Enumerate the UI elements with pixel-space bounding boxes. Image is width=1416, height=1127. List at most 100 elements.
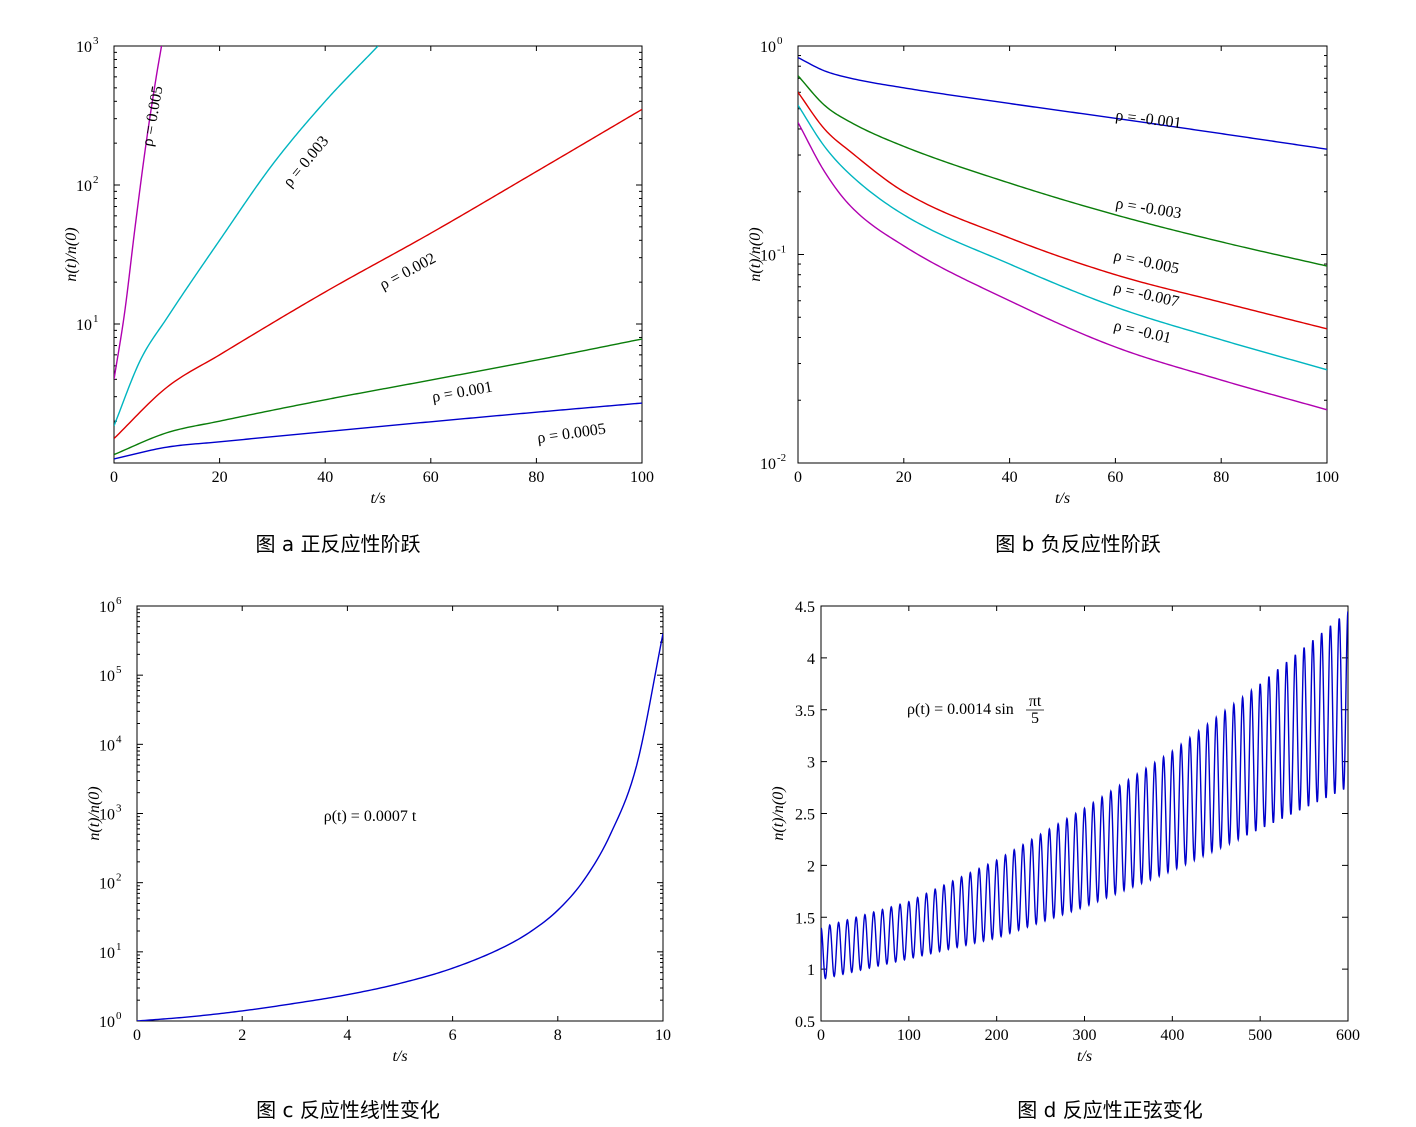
x-tick-label: 400 bbox=[1160, 1027, 1184, 1044]
series-label: ρ = 0.001 bbox=[431, 379, 494, 406]
x-tick-label: 60 bbox=[1107, 469, 1123, 486]
x-tick-label: 0 bbox=[133, 1027, 141, 1044]
y-tick-label: 10 bbox=[76, 317, 92, 334]
series-line-ρ = 0.001 bbox=[114, 338, 642, 456]
x-axis-label: t/s bbox=[370, 490, 385, 507]
formula-numerator: πt bbox=[1029, 693, 1042, 710]
figure-caption: 图 c 反应性线性变化 bbox=[256, 1098, 440, 1122]
series-line-ρ = 0.003 bbox=[114, 46, 379, 427]
y-tick-label: 2.5 bbox=[795, 807, 815, 824]
y-tick-exponent: 4 bbox=[116, 733, 122, 745]
y-axis-label: n(t)/n(0) bbox=[747, 227, 764, 281]
y-tick-label: 10 bbox=[99, 807, 115, 824]
y-tick-label: 3.5 bbox=[795, 703, 815, 720]
y-tick-label: 0.5 bbox=[795, 1014, 815, 1031]
plot-frame bbox=[797, 45, 1328, 464]
series-label: ρ = -0.01 bbox=[1112, 317, 1173, 347]
x-tick-label: 60 bbox=[423, 469, 439, 486]
y-tick-exponent: 0 bbox=[777, 35, 783, 47]
y-tick-label: 10 bbox=[99, 599, 115, 616]
y-tick-exponent: 3 bbox=[93, 35, 99, 47]
y-tick-exponent: 1 bbox=[116, 941, 122, 953]
y-tick-exponent: 2 bbox=[93, 174, 99, 186]
formula-annotation: ρ(t) = 0.0014 sin bbox=[907, 701, 1014, 718]
figure-caption: 图 a 正反应性阶跃 bbox=[256, 532, 421, 556]
series-line-ρ = -0.001 bbox=[798, 56, 1327, 150]
y-tick-exponent: 0 bbox=[116, 1010, 122, 1022]
y-tick-label: 3 bbox=[807, 755, 815, 772]
x-tick-label: 300 bbox=[1073, 1027, 1097, 1044]
series-line-ρ(t) = 0.0007 t bbox=[137, 633, 663, 1021]
x-tick-label: 20 bbox=[212, 469, 228, 486]
chart-panel-d: 0 100 200 300 400 500 600 0.5 1 1.5 2 2.5 3 3.5 4 4.5 t/… bbox=[770, 599, 1360, 1122]
series-label: ρ = -0.001 bbox=[1115, 107, 1183, 132]
x-tick-label: 100 bbox=[1315, 469, 1339, 486]
y-tick-label: 10 bbox=[760, 39, 776, 56]
x-tick-label: 80 bbox=[1213, 469, 1229, 486]
y-tick-label: 2 bbox=[807, 858, 815, 875]
x-axis-label: t/s bbox=[1055, 490, 1070, 507]
series-label: ρ = -0.005 bbox=[1112, 247, 1180, 277]
series-line-ρ(t) = 0.0014 sin πt/5 bbox=[821, 611, 1348, 980]
y-tick-exponent: 2 bbox=[116, 872, 122, 884]
series-line-ρ = -0.005 bbox=[798, 91, 1327, 330]
x-tick-label: 40 bbox=[317, 469, 333, 486]
y-tick-label: 4.5 bbox=[795, 599, 815, 616]
series-label: ρ = 0.005 bbox=[139, 85, 166, 148]
series-label: ρ = 0.0005 bbox=[536, 421, 607, 447]
plot-frame bbox=[113, 45, 643, 464]
series-line-ρ = 0.0005 bbox=[114, 402, 642, 460]
y-tick-label: 10 bbox=[760, 456, 776, 473]
series-label: ρ = 0.003 bbox=[280, 133, 332, 191]
y-tick-label: 4 bbox=[807, 651, 815, 668]
y-tick-label: 1.5 bbox=[795, 910, 815, 927]
figure-caption: 图 d 反应性正弦变化 bbox=[1017, 1098, 1202, 1122]
y-axis-label: n(t)/n(0) bbox=[86, 786, 103, 840]
x-tick-label: 6 bbox=[449, 1027, 457, 1044]
series-line-ρ = 0.005 bbox=[114, 46, 163, 380]
y-axis-label: n(t)/n(0) bbox=[770, 786, 787, 840]
series-label: ρ = -0.003 bbox=[1114, 195, 1182, 222]
x-tick-label: 80 bbox=[528, 469, 544, 486]
y-tick-exponent: 5 bbox=[116, 664, 122, 676]
y-tick-label: 10 bbox=[760, 248, 776, 265]
series-label: ρ = 0.002 bbox=[377, 250, 439, 294]
x-tick-label: 200 bbox=[985, 1027, 1009, 1044]
y-tick-exponent: -1 bbox=[777, 244, 786, 256]
series-line-ρ = 0.002 bbox=[114, 108, 642, 440]
y-tick-label: 10 bbox=[76, 39, 92, 56]
y-tick-label: 10 bbox=[99, 945, 115, 962]
y-tick-label: 1 bbox=[807, 962, 815, 979]
x-tick-label: 100 bbox=[630, 469, 654, 486]
x-tick-label: 600 bbox=[1336, 1027, 1360, 1044]
series-line-ρ = -0.01 bbox=[798, 122, 1327, 411]
y-tick-label: 10 bbox=[99, 1014, 115, 1031]
formula-denominator: 5 bbox=[1031, 710, 1039, 727]
y-tick-exponent: 6 bbox=[116, 595, 122, 607]
y-tick-exponent: -2 bbox=[777, 452, 786, 464]
x-tick-label: 10 bbox=[655, 1027, 671, 1044]
formula-annotation: ρ(t) = 0.0007 t bbox=[324, 808, 417, 825]
x-tick-label: 20 bbox=[896, 469, 912, 486]
y-tick-label: 10 bbox=[99, 668, 115, 685]
y-tick-label: 10 bbox=[99, 876, 115, 893]
y-tick-exponent: 3 bbox=[116, 803, 122, 815]
y-tick-label: 10 bbox=[99, 737, 115, 754]
x-tick-label: 500 bbox=[1248, 1027, 1272, 1044]
figure-caption: 图 b 负反应性阶跃 bbox=[995, 532, 1160, 556]
x-tick-label: 0 bbox=[794, 469, 802, 486]
x-tick-label: 2 bbox=[238, 1027, 246, 1044]
x-tick-label: 100 bbox=[897, 1027, 921, 1044]
y-tick-exponent: 1 bbox=[93, 313, 99, 325]
y-tick-label: 10 bbox=[76, 178, 92, 195]
series-line-ρ = -0.007 bbox=[798, 104, 1327, 371]
x-tick-label: 0 bbox=[110, 469, 118, 486]
series-line-ρ = -0.003 bbox=[798, 75, 1327, 267]
x-tick-label: 8 bbox=[554, 1027, 562, 1044]
x-tick-label: 40 bbox=[1002, 469, 1018, 486]
y-axis-label: n(t)/n(0) bbox=[63, 227, 80, 281]
